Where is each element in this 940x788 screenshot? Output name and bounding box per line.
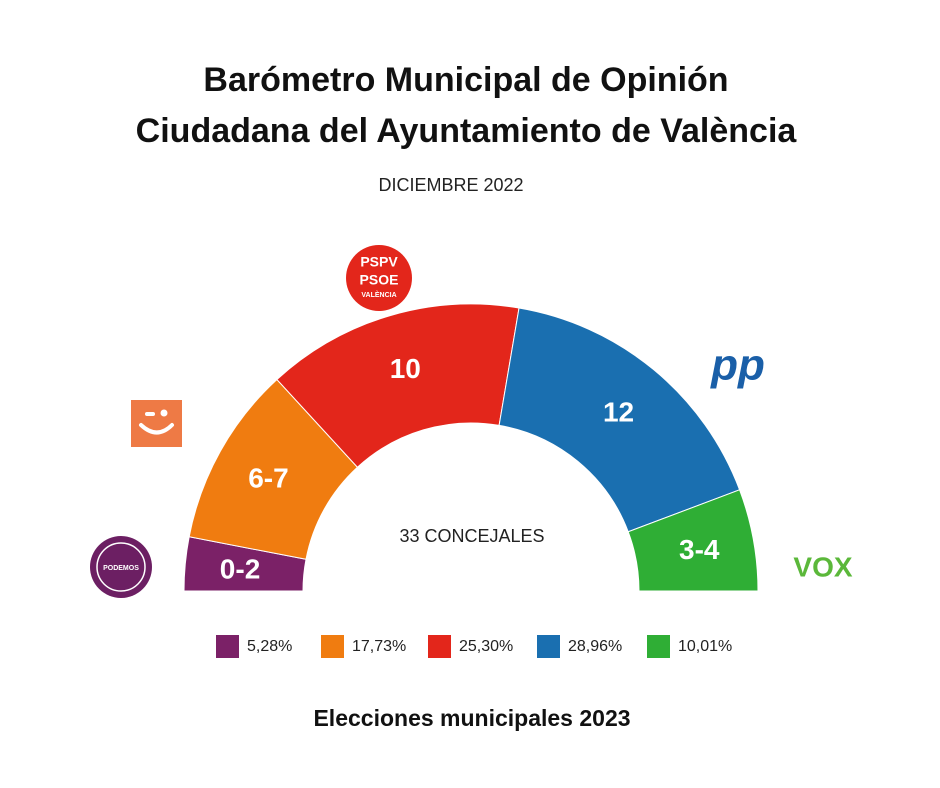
legend-label: 17,73% [352, 638, 406, 655]
pp-logo: pp [710, 341, 765, 390]
vox-logo: VOX [793, 551, 852, 582]
seat-label: 6-7 [248, 462, 288, 493]
psoe-logo [346, 245, 412, 311]
center-label: 33 CONCEJALES [399, 526, 544, 546]
logo-text: PSPV [360, 254, 398, 270]
logo-text: PSOE [360, 272, 399, 288]
chart-title: Ciudadana del Ayuntamiento de València [136, 112, 798, 150]
chart-title: Barómetro Municipal de Opinión [203, 61, 728, 99]
legend-label: 28,96% [568, 638, 622, 655]
subtitle: DICIEMBRE 2022 [378, 175, 523, 195]
logo-text: VALÈNCIA [361, 290, 396, 299]
legend-label: 5,28% [247, 638, 292, 655]
podemos-logo-ring [96, 542, 146, 592]
legend-swatch [647, 635, 670, 658]
seat-label: 10 [390, 353, 421, 384]
legend-swatch [321, 635, 344, 658]
seat-segment [498, 307, 741, 533]
seat-label: 0-2 [220, 553, 260, 584]
logo-text: PODEMOS [103, 565, 139, 572]
footer: Elecciones municipales 2023 [313, 705, 630, 731]
seat-label: 3-4 [679, 534, 720, 565]
legend-label: 25,30% [459, 638, 513, 655]
legend-swatch [537, 635, 560, 658]
podemos-logo [90, 536, 152, 598]
seat-segment [627, 489, 759, 592]
legend-swatch [428, 635, 451, 658]
seat-label: 12 [603, 396, 634, 427]
legend-swatch [216, 635, 239, 658]
compromis-logo [131, 400, 182, 447]
legend-label: 10,01% [678, 638, 732, 655]
